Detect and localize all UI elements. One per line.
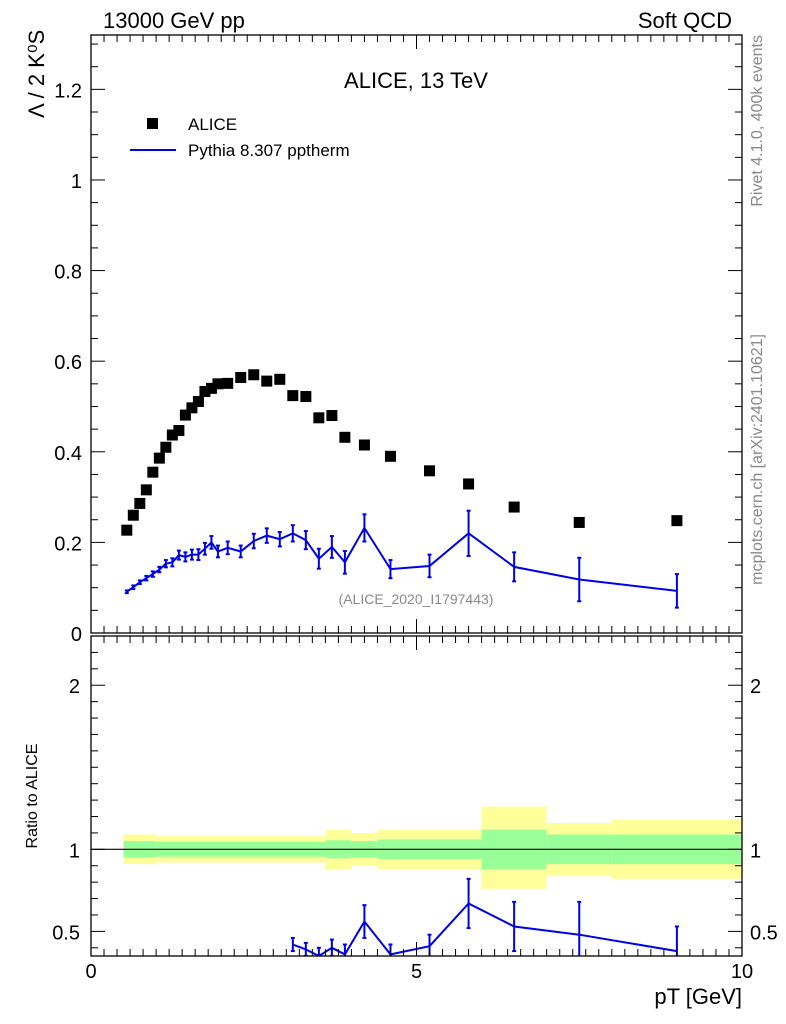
data-point <box>205 382 217 394</box>
data-point <box>339 431 351 443</box>
main-y-axis-label: Λ / 2 K⁰S <box>24 30 49 118</box>
legend-data-marker <box>147 118 158 129</box>
main-y-tick-labels: 0 0.2 0.4 0.6 0.8 1 1.2 <box>54 80 82 646</box>
data-point <box>127 509 139 521</box>
data-point <box>274 373 286 385</box>
main-title: ALICE, 13 TeV <box>344 68 488 93</box>
data-point <box>222 377 234 389</box>
legend-data-label: ALICE <box>188 115 237 134</box>
data-point <box>140 484 152 496</box>
data-point <box>173 424 185 436</box>
data-point <box>508 501 520 513</box>
ratio-y-tick-label-left: 0.5 <box>52 922 80 944</box>
data-point <box>248 369 260 381</box>
y-tick-label: 1.2 <box>54 80 82 102</box>
y-tick-label: 0.8 <box>54 262 82 284</box>
data-point <box>463 478 475 490</box>
data-point <box>287 390 299 402</box>
ratio-y-tick-labels: 0.5 0.5 1 1 2 2 <box>52 676 778 944</box>
data-point <box>384 450 396 462</box>
ratio-axis-ticks <box>90 635 743 956</box>
y-tick-label: 1 <box>71 171 82 193</box>
data-point <box>261 375 273 387</box>
x-tick-label: 5 <box>411 961 422 983</box>
ratio-y-tick-label-right: 0.5 <box>750 922 778 944</box>
data-point <box>134 497 146 509</box>
mc-series <box>124 509 679 609</box>
data-point <box>186 402 198 414</box>
ratio-mc-series <box>290 877 679 956</box>
data-series <box>121 369 683 536</box>
data-point <box>235 371 247 383</box>
main-frame <box>90 34 743 634</box>
ratio-y-tick-label-right: 1 <box>750 840 761 862</box>
data-point <box>166 429 178 441</box>
mc-line <box>126 525 678 593</box>
analysis-id-watermark: (ALICE_2020_I1797443) <box>339 591 494 607</box>
ratio-frame <box>90 635 743 957</box>
x-tick-label: 0 <box>85 961 96 983</box>
data-point <box>153 452 165 464</box>
legend: ALICE Pythia 8.307 pptherm <box>130 115 350 160</box>
data-point <box>671 515 683 527</box>
y-tick-label: 0 <box>71 624 82 646</box>
y-label-text: Λ / 2 K⁰S <box>24 30 49 118</box>
data-point <box>212 378 224 390</box>
data-point <box>199 386 211 398</box>
data-point <box>300 391 312 403</box>
y-tick-label: 0.6 <box>54 352 82 374</box>
x-axis-label: pT [GeV] <box>654 984 742 1009</box>
y-tick-label: 0.2 <box>54 533 82 555</box>
header-energy-label: 13000 GeV pp <box>103 8 245 33</box>
main-panel: 00.20.40.60.811.2 (ALICE_2020_I1797443) … <box>24 30 743 646</box>
data-point <box>179 409 191 421</box>
legend-mc-label: Pythia 8.307 pptherm <box>188 141 350 160</box>
header-category-label: Soft QCD <box>638 8 732 33</box>
data-point <box>147 466 159 478</box>
ratio-panel: 0.5 0.5 1 1 2 2 0 5 10 Ratio to ALICE pT [GeV] <box>24 635 778 1009</box>
rivet-version-label: Rivet 4.1.0, 400k events <box>749 35 766 207</box>
data-point <box>573 516 585 528</box>
ratio-y-axis-label: Ratio to ALICE <box>24 744 41 849</box>
ratio-y-tick-label-left: 2 <box>69 676 80 698</box>
ratio-line <box>292 902 678 956</box>
ratio-y-tick-label-right: 2 <box>750 676 761 698</box>
x-tick-label: 10 <box>731 961 753 983</box>
data-point <box>424 465 436 477</box>
mcplots-label: mcplots.cern.ch [arXiv:2401.10621] <box>749 334 766 585</box>
y-tick-label: 0.4 <box>54 443 82 465</box>
ratio-y-tick-label-left: 1 <box>69 840 80 862</box>
data-point <box>121 524 133 536</box>
x-tick-labels: 0 5 10 <box>85 961 753 983</box>
data-point <box>160 441 172 453</box>
data-point <box>313 412 325 424</box>
data-point <box>326 410 338 422</box>
data-point <box>358 439 370 451</box>
uncertainty-bands <box>123 806 742 889</box>
data-point <box>192 396 204 408</box>
